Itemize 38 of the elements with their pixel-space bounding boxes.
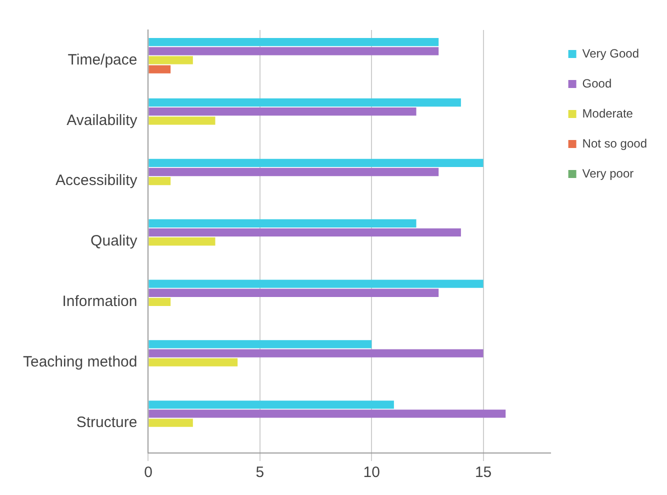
legend-label: Not so good: [582, 136, 648, 150]
legend-label: Very Good: [582, 46, 639, 60]
y-tick-label: Availability: [66, 112, 138, 129]
bar: [148, 98, 461, 107]
bar: [148, 219, 416, 228]
bar: [148, 228, 461, 237]
bar: [148, 176, 171, 186]
bar: [148, 237, 216, 246]
x-tick-label: 0: [144, 464, 152, 482]
bar: [148, 349, 484, 358]
legend-label: Moderate: [582, 106, 634, 120]
bar: [148, 280, 484, 288]
bar: [148, 108, 416, 116]
y-tick-label: Information: [62, 293, 138, 310]
bar: [148, 56, 193, 64]
bar: [148, 288, 439, 297]
y-tick-label: Time/pace: [68, 51, 138, 68]
bar: [148, 158, 484, 168]
bar: [148, 298, 171, 306]
bar: [148, 410, 506, 418]
legend-label: Good: [582, 76, 612, 90]
x-tick-label: 10: [363, 464, 380, 482]
bar: [148, 38, 439, 46]
x-tick-label: 15: [474, 464, 492, 482]
bar: [148, 65, 171, 74]
bar: [148, 418, 193, 427]
bar: [148, 116, 216, 125]
legend-label: Very poor: [582, 166, 634, 180]
bar: [148, 340, 372, 348]
y-tick-label: Accessibility: [56, 172, 138, 190]
bar: [148, 400, 394, 409]
x-tick-label: 5: [256, 464, 264, 482]
bar: [148, 358, 238, 366]
bar: [148, 168, 439, 176]
bar: [148, 47, 439, 56]
y-tick-label: Teaching method: [22, 354, 138, 370]
y-tick-label: Structure: [76, 414, 138, 431]
y-tick-label: Quality: [90, 232, 138, 250]
